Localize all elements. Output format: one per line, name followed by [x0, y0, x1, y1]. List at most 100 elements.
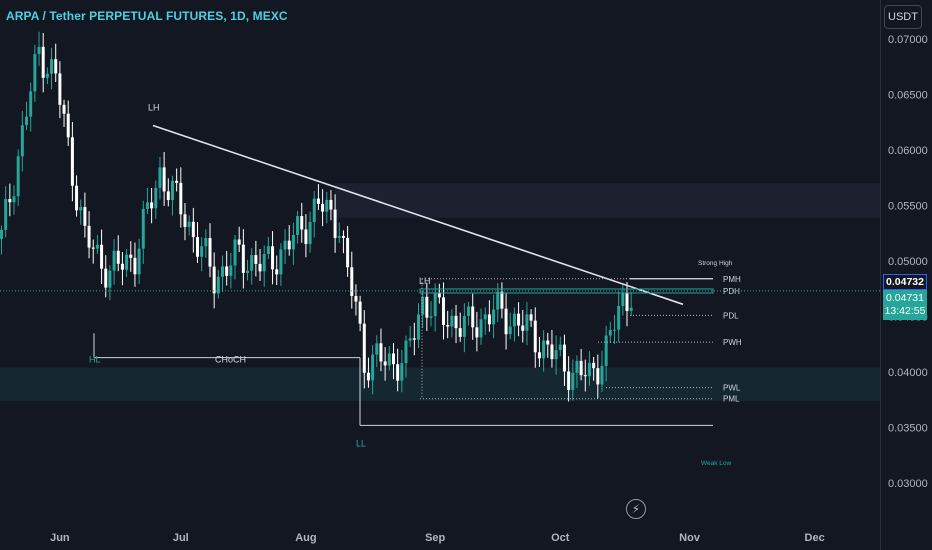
candle-body: [16, 156, 20, 197]
level-label-pdh: PDH: [723, 287, 740, 296]
candle-body: [200, 246, 204, 257]
candle-body: [383, 361, 387, 366]
level-label-pwh: PWH: [723, 338, 742, 347]
time-axis-label: Aug: [295, 532, 316, 544]
candle-body: [133, 257, 137, 275]
candle-body: [187, 221, 191, 227]
candle-body: [458, 328, 462, 337]
price-axis-label: 0.03000: [888, 478, 928, 490]
candle-body: [145, 202, 149, 209]
candle-body: [475, 327, 479, 338]
label-hl: HL: [89, 355, 101, 365]
candle-body: [358, 301, 362, 324]
candle-body: [70, 137, 74, 186]
candle-body: [521, 325, 525, 331]
candle-body: [408, 338, 412, 341]
price-axis-label: 0.07000: [888, 34, 928, 46]
candle-body: [179, 182, 183, 215]
candle-body: [621, 292, 625, 307]
candle-body: [175, 180, 179, 183]
candle-body: [108, 270, 112, 288]
candle-body: [33, 54, 37, 92]
candle-body: [604, 335, 608, 366]
candle-body: [417, 314, 420, 340]
candle-body: [567, 371, 571, 390]
candle-body: [246, 270, 250, 273]
candle-body: [500, 291, 504, 309]
level-label-pwl: PWL: [723, 384, 741, 393]
candle-body: [425, 296, 429, 318]
candle-body: [437, 292, 441, 298]
candle-body: [592, 362, 596, 369]
label-lh-1: LH: [148, 103, 160, 113]
candle-body: [120, 263, 124, 270]
trendline: [152, 124, 684, 306]
candle-body: [137, 248, 141, 275]
candle-body: [91, 247, 95, 249]
candle-body: [537, 352, 541, 359]
candle-body: [587, 362, 591, 377]
candle-body: [212, 266, 216, 294]
candle-body: [25, 116, 29, 126]
candle-body: [562, 344, 566, 372]
candle-body: [391, 353, 395, 365]
candle-body: [283, 240, 287, 250]
candle-body: [95, 244, 99, 249]
label-weak-low: Weak Low: [701, 460, 732, 467]
time-axis-label: Jul: [173, 532, 189, 544]
candle-body: [625, 292, 629, 312]
candle-body: [225, 266, 229, 276]
candle-body: [8, 199, 12, 203]
candle-body: [546, 340, 550, 345]
candle-body: [571, 372, 575, 390]
candle-body: [517, 313, 521, 326]
currency-button[interactable]: USDT: [884, 5, 922, 29]
candle-body: [79, 207, 83, 211]
bar-countdown: 13:42:55: [884, 305, 926, 317]
candle-body: [162, 167, 166, 192]
time-axis-label: Sep: [425, 532, 445, 544]
candle-body: [496, 291, 500, 310]
candle-body: [150, 202, 154, 209]
chart-title: ARPA / Tether PERPETUAL FUTURES, 1D, MEX…: [6, 9, 288, 23]
candle-body: [141, 208, 145, 249]
candle-body: [433, 292, 437, 317]
candle-body: [371, 354, 375, 381]
candle-body: [629, 307, 633, 312]
candle-body: [166, 191, 170, 201]
candle-body: [183, 214, 187, 227]
candle-body: [20, 125, 24, 157]
candle-body: [333, 209, 337, 238]
candle-body: [258, 263, 262, 272]
label-strong-high: Strong High: [698, 260, 733, 267]
candle-body: [233, 239, 237, 266]
candle-body: [291, 234, 295, 250]
candle-body: [54, 59, 58, 74]
candle-body: [404, 340, 408, 364]
candle-body: [525, 314, 529, 331]
candle-body: [62, 104, 66, 114]
lightning-icon[interactable]: ⚡: [626, 499, 646, 519]
time-axis-label: Nov: [679, 532, 701, 544]
candle-body: [75, 185, 79, 211]
candle-body: [0, 229, 3, 239]
candle-body: [479, 319, 483, 338]
candle-body: [29, 91, 33, 117]
candle-body: [575, 360, 579, 373]
candle-body: [600, 365, 604, 385]
candle-body: [400, 363, 404, 381]
candle-body: [346, 237, 350, 268]
candle-body: [421, 296, 425, 315]
supply-zone: [335, 183, 880, 218]
candle-body: [237, 239, 241, 245]
candle-body: [354, 296, 358, 302]
candle-body: [442, 297, 446, 325]
candle-body: [41, 46, 45, 78]
candle-body: [483, 314, 487, 320]
candle-body: [112, 250, 116, 271]
candle-body: [250, 255, 254, 271]
candle-body: [104, 268, 108, 288]
candle-body: [304, 229, 308, 245]
